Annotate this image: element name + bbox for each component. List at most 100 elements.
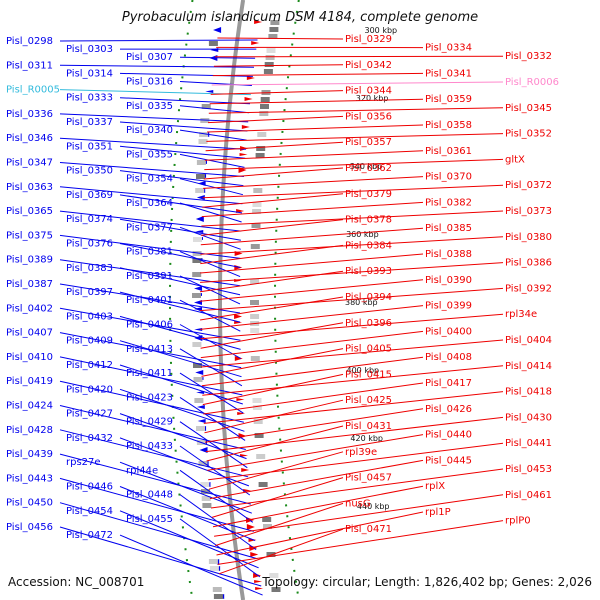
similarity-block <box>269 573 279 578</box>
gene-leader-line <box>204 150 424 161</box>
gene-label: Pisl_0379 <box>345 189 392 200</box>
accession-label: Accession: NC_008701 <box>8 575 145 589</box>
gene-label: Pisl_0385 <box>425 223 472 234</box>
gene-leader-line <box>205 416 504 453</box>
gene-label: Pisl_0342 <box>345 60 392 71</box>
gene-label: Pisl_0431 <box>345 421 392 432</box>
minus-strand-gene <box>197 419 206 423</box>
gene-leader-line <box>179 178 244 196</box>
gene-leader-line <box>201 356 424 387</box>
genome-summary: Topology: circular; Length: 1,826,402 bp… <box>262 575 592 589</box>
gene-leader-line <box>201 201 424 218</box>
gene-label: Pisl_0303 <box>66 44 113 55</box>
gene-leader-line <box>212 485 424 528</box>
gene-label: Pisl_0413 <box>126 344 173 355</box>
gene-leader-line <box>59 453 251 505</box>
gene-leader-line <box>119 97 251 105</box>
gene-leader-line <box>59 113 249 123</box>
plus-strand-gene <box>234 321 243 324</box>
gene-leader-line <box>119 145 246 159</box>
gene-leader-line <box>207 124 424 133</box>
plus-strand-gene <box>246 524 255 530</box>
gene-leader-line <box>216 511 424 556</box>
minus-strand-gene <box>194 286 203 291</box>
gene-label: Pisl_0446 <box>66 482 113 493</box>
similarity-block <box>266 552 276 557</box>
similarity-block <box>199 132 209 137</box>
gene-label: Pisl_0400 <box>425 326 472 337</box>
gene-leader-line <box>203 382 424 415</box>
similarity-block <box>254 433 264 438</box>
gene-label: Pisl_0453 <box>505 464 552 475</box>
gene-label: Pisl_0352 <box>505 129 552 140</box>
gene-leader-line <box>200 262 504 283</box>
gene-label: Pisl_0394 <box>345 292 392 303</box>
gene-leader-line <box>179 153 245 168</box>
gene-leader-line <box>119 267 241 296</box>
gene-label: Pisl_0418 <box>505 387 552 398</box>
gene-leader-line <box>119 486 256 541</box>
similarity-block <box>269 27 279 32</box>
gene-leader-line <box>209 98 424 105</box>
similarity-block <box>201 104 211 109</box>
similarity-block <box>256 146 266 151</box>
kbp-tick-label: 340 kbp <box>350 162 383 171</box>
similarity-block <box>192 251 202 256</box>
minus-strand-gene <box>194 328 203 331</box>
gene-leader-line <box>179 226 241 250</box>
similarity-block <box>253 419 263 424</box>
similarity-block <box>194 398 204 403</box>
plus-strand-gene <box>253 573 262 578</box>
minus-strand-gene <box>195 216 204 222</box>
gene-label: Pisl_0392 <box>505 283 552 294</box>
similarity-block <box>252 405 262 410</box>
minus-strand-gene <box>199 447 208 453</box>
gene-leader-line <box>59 502 258 560</box>
guide-arc-inner <box>274 0 300 600</box>
similarity-block <box>196 160 206 165</box>
gene-label: Pisl_0347 <box>6 158 53 169</box>
similarity-block <box>212 587 222 592</box>
similarity-block <box>250 244 260 249</box>
kbp-tick-label: 380 kbp <box>345 298 378 307</box>
similarity-block <box>195 188 205 193</box>
gene-label: Pisl_0298 <box>6 36 53 47</box>
gene-label: Pisl_0426 <box>425 404 472 415</box>
gene-leader-line <box>201 339 504 368</box>
similarity-block <box>208 559 218 564</box>
gene-leader-line <box>119 170 244 187</box>
gene-label: Pisl_0428 <box>6 425 53 436</box>
gene-label: Pisl_0340 <box>126 125 173 136</box>
gene-label: Pisl_0396 <box>345 318 392 329</box>
similarity-block <box>256 454 266 459</box>
similarity-block <box>260 97 270 102</box>
plus-strand-gene <box>241 468 250 472</box>
plus-strand-gene <box>244 97 253 101</box>
gene-label: nusG <box>345 498 371 509</box>
gene-label: Pisl_0404 <box>505 335 552 346</box>
gene-leader-line <box>179 324 242 359</box>
gene-leader-line <box>59 162 244 177</box>
gene-label: Pisl_0409 <box>66 336 113 347</box>
gene-leader-line <box>179 56 256 59</box>
gene-leader-line <box>215 502 344 547</box>
gene-label: Pisl_0361 <box>425 146 472 157</box>
gene-leader-line <box>200 227 424 246</box>
similarity-block <box>213 594 223 599</box>
gene-label: Pisl_0401 <box>126 295 173 306</box>
gene-leader-line <box>119 413 247 460</box>
gene-leader-line <box>199 279 424 302</box>
gene-label: Pisl_0329 <box>345 34 392 45</box>
plus-strand-gene <box>237 412 246 415</box>
gene-leader-line <box>202 365 504 396</box>
gene-leader-line <box>205 408 424 443</box>
gene-leader-line <box>206 133 504 142</box>
gene-leader-line <box>203 167 344 180</box>
similarity-block <box>250 279 260 284</box>
kbp-tick-label: 320 kbp <box>356 94 389 103</box>
gene-label: Pisl_0471 <box>345 524 392 535</box>
plus-strand-gene <box>239 153 248 156</box>
gene-label: Pisl_0399 <box>425 301 472 312</box>
gene-label: Pisl_0393 <box>345 266 392 277</box>
similarity-block <box>193 237 202 242</box>
